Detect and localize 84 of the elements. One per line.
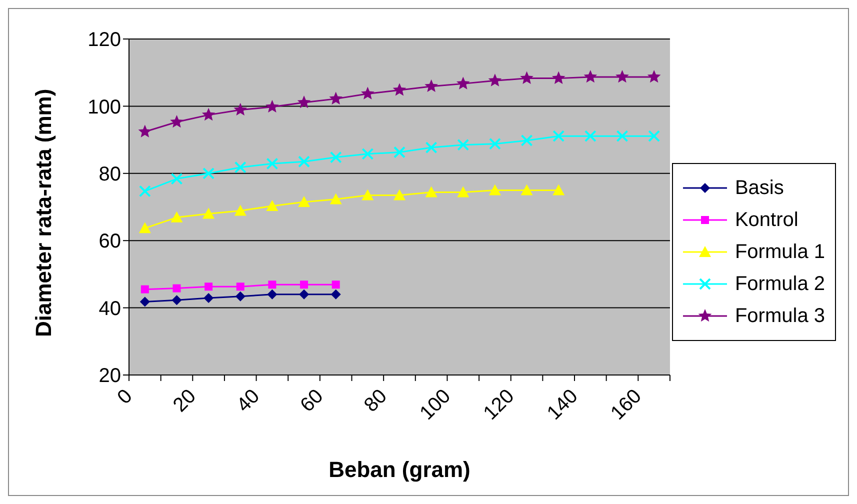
legend-label: Formula 1 bbox=[734, 240, 825, 264]
point bbox=[298, 196, 310, 207]
point bbox=[298, 156, 310, 168]
point bbox=[647, 70, 661, 83]
point bbox=[266, 100, 279, 113]
point bbox=[234, 204, 246, 216]
point bbox=[616, 130, 628, 142]
x-tick-label: 20 bbox=[169, 385, 200, 417]
point bbox=[202, 108, 216, 121]
legend-label: Formula 3 bbox=[734, 304, 825, 328]
point bbox=[424, 79, 438, 92]
point bbox=[170, 211, 183, 222]
point bbox=[552, 130, 565, 142]
x-axis-title: Beban (gram) bbox=[328, 457, 470, 482]
point bbox=[204, 293, 214, 304]
x-tick-label: 100 bbox=[416, 385, 455, 424]
point bbox=[648, 130, 660, 142]
x-tick-label: 140 bbox=[543, 385, 582, 424]
x-tick-label: 120 bbox=[479, 385, 519, 424]
point bbox=[234, 102, 248, 116]
point bbox=[457, 138, 470, 151]
point bbox=[297, 96, 311, 108]
point bbox=[170, 114, 184, 128]
point bbox=[393, 189, 406, 200]
point bbox=[202, 208, 215, 219]
y-axis-title: Diameter rata-rata (mm) bbox=[30, 88, 56, 337]
point bbox=[329, 92, 342, 104]
point bbox=[138, 124, 152, 138]
point bbox=[236, 282, 244, 291]
point bbox=[332, 280, 340, 289]
point bbox=[138, 185, 151, 198]
y-tick-label: 40 bbox=[98, 298, 121, 320]
point bbox=[488, 74, 502, 86]
point bbox=[361, 86, 374, 100]
point bbox=[172, 295, 182, 306]
point bbox=[330, 193, 342, 204]
point bbox=[552, 71, 566, 84]
point bbox=[202, 167, 215, 180]
point bbox=[362, 148, 374, 160]
point bbox=[235, 291, 246, 302]
point bbox=[204, 282, 213, 291]
point bbox=[520, 134, 533, 146]
point bbox=[170, 172, 183, 185]
x-tick-label: 160 bbox=[606, 385, 646, 424]
point bbox=[266, 200, 278, 211]
x-tick-label: 60 bbox=[296, 385, 328, 417]
x-tick-label: 40 bbox=[232, 385, 264, 417]
point bbox=[140, 285, 149, 294]
point bbox=[488, 138, 501, 150]
point bbox=[584, 70, 598, 83]
legend-label: Basis bbox=[734, 176, 784, 200]
y-tick-label: 120 bbox=[88, 29, 121, 52]
point bbox=[234, 161, 246, 174]
y-tick-label: 100 bbox=[88, 96, 121, 118]
point bbox=[457, 186, 470, 198]
point bbox=[425, 186, 438, 198]
point bbox=[172, 284, 181, 292]
point bbox=[392, 83, 406, 96]
point bbox=[488, 184, 501, 196]
x-tick-label: 0 bbox=[113, 385, 137, 409]
y-tick-label: 20 bbox=[98, 365, 121, 388]
point bbox=[330, 289, 341, 300]
point bbox=[520, 71, 534, 84]
point bbox=[456, 76, 470, 90]
legend-label: Kontrol bbox=[734, 208, 798, 232]
y-tick-label: 60 bbox=[98, 230, 121, 253]
point bbox=[520, 184, 533, 196]
point bbox=[362, 189, 374, 200]
x-tick-label: 80 bbox=[360, 385, 392, 417]
point bbox=[616, 70, 629, 83]
point bbox=[266, 158, 278, 170]
point bbox=[425, 142, 438, 154]
point bbox=[330, 151, 342, 164]
point bbox=[300, 280, 308, 289]
point bbox=[552, 184, 565, 196]
point bbox=[140, 296, 150, 307]
y-tick-label: 80 bbox=[98, 164, 121, 186]
point bbox=[299, 289, 310, 300]
point bbox=[393, 146, 406, 158]
point bbox=[268, 280, 276, 289]
point bbox=[584, 130, 596, 142]
point bbox=[267, 289, 278, 300]
legend-label: Formula 2 bbox=[734, 272, 825, 296]
point bbox=[138, 222, 151, 234]
